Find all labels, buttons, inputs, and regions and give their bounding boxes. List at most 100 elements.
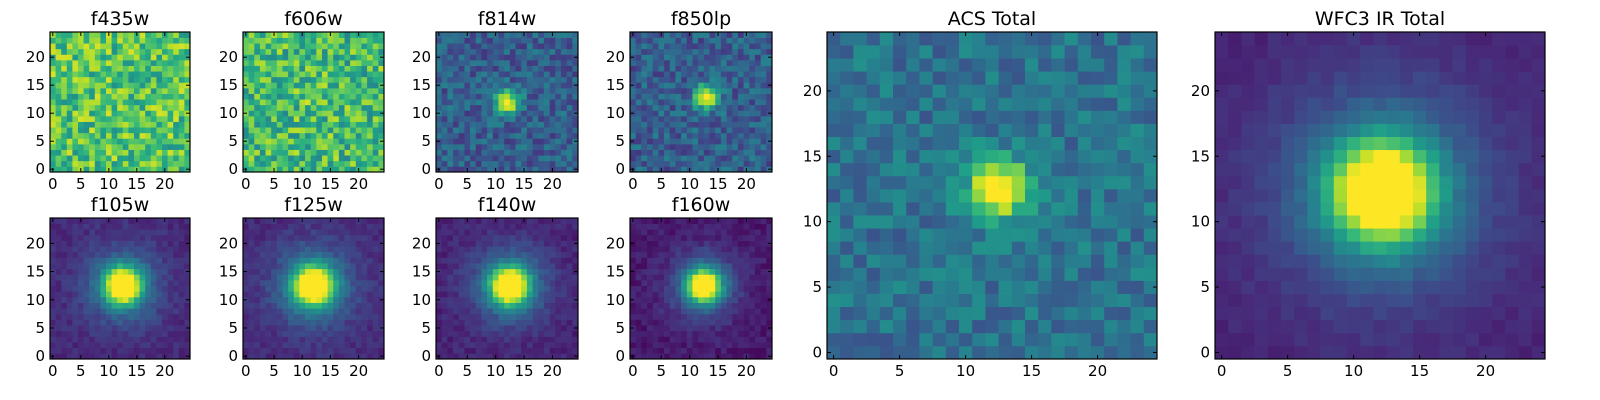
heatmap-cell: [458, 60, 465, 66]
heatmap-cell: [509, 263, 516, 270]
heatmap-cell: [305, 342, 312, 349]
heatmap-cell: [737, 285, 744, 292]
heatmap-cell: [743, 285, 750, 292]
heatmap-cell: [436, 155, 443, 162]
heatmap-cell: [630, 132, 637, 139]
heatmap-cell: [492, 325, 499, 332]
heatmap-cell: [316, 60, 323, 66]
heatmap-cell: [156, 263, 163, 270]
heatmap-cell: [111, 149, 118, 156]
heatmap-cell: [481, 43, 488, 50]
heatmap-cell: [333, 347, 340, 354]
heatmap-cell: [555, 116, 562, 122]
heatmap-cell: [560, 48, 567, 55]
heatmap-cell: [720, 330, 727, 337]
heatmap-cell: [498, 104, 505, 111]
heatmap-cell: [692, 347, 699, 354]
heatmap-cell: [72, 166, 79, 173]
heatmap-cell: [259, 325, 266, 332]
heatmap-cell: [737, 149, 744, 156]
heatmap-cell: [61, 155, 68, 162]
heatmap-cell: [681, 149, 688, 156]
heatmap-cell: [526, 37, 533, 44]
heatmap-cell: [515, 218, 522, 224]
heatmap-cell: [83, 229, 90, 236]
heatmap-cell: [664, 155, 671, 162]
heatmap-cell: [265, 60, 272, 66]
heatmap-cell: [464, 330, 471, 337]
heatmap-cell: [134, 104, 140, 111]
heatmap-cell: [293, 353, 300, 360]
heatmap-cell: [766, 99, 773, 106]
heatmap-cell: [698, 110, 705, 117]
heatmap-cell: [248, 71, 255, 78]
heatmap-cell: [470, 325, 477, 332]
heatmap-cell: [487, 274, 494, 281]
heatmap-cell: [111, 48, 118, 55]
heatmap-cell: [475, 160, 482, 167]
heatmap-cell: [481, 240, 488, 247]
heatmap-cell: [100, 99, 107, 106]
heatmap-cell: [532, 313, 539, 320]
heatmap-cell: [66, 121, 73, 128]
heatmap-cell: [333, 234, 340, 241]
heatmap-cell: [254, 138, 261, 145]
heatmap-cell: [372, 127, 379, 134]
heatmap-cell: [271, 43, 278, 50]
heatmap-cell: [543, 82, 550, 89]
heatmap-cell: [139, 336, 146, 343]
heatmap-cell: [72, 302, 79, 309]
heatmap-cell: [173, 313, 180, 320]
heatmap-cell: [470, 246, 477, 253]
heatmap-cell: [453, 330, 460, 337]
heatmap-cell: [350, 54, 357, 61]
heatmap-cell: [732, 302, 739, 309]
heatmap-cell: [538, 54, 545, 61]
heatmap-cell: [498, 296, 505, 303]
heatmap-cell: [737, 71, 744, 78]
heatmap-cell: [167, 32, 174, 38]
y-tick-label: 0: [228, 347, 238, 365]
heatmap-cell: [686, 308, 693, 315]
heatmap-cell: [538, 104, 545, 111]
heatmap-cell: [675, 280, 682, 287]
heatmap-cell: [100, 280, 107, 287]
heatmap-cell: [89, 71, 96, 78]
heatmap-cell: [720, 82, 727, 89]
heatmap-cells: [436, 218, 579, 360]
heatmap-cell: [94, 246, 101, 253]
heatmap-cell: [492, 342, 499, 349]
heatmap-cell: [310, 138, 317, 145]
heatmap-cell: [658, 99, 665, 106]
heatmap-cell: [715, 342, 722, 349]
heatmap-cell: [338, 336, 345, 343]
heatmap-cell: [100, 274, 107, 281]
heatmap-cell: [248, 37, 255, 44]
heatmap-cell: [310, 132, 317, 139]
heatmap-cell: [344, 88, 351, 94]
heatmap-cell: [692, 65, 699, 72]
heatmap-cell: [754, 285, 761, 292]
heatmap-cell: [453, 336, 460, 343]
heatmap-cell: [173, 166, 180, 173]
heatmap-cell: [293, 144, 300, 150]
heatmap-cell: [378, 302, 385, 309]
heatmap-cell: [134, 160, 140, 167]
heatmap-cell: [675, 116, 682, 122]
heatmap-cell: [526, 234, 533, 241]
heatmap-cell: [504, 93, 511, 100]
heatmap-cell: [299, 104, 306, 111]
heatmap-cell: [658, 274, 665, 281]
heatmap-cell: [167, 336, 174, 343]
heatmap-cell: [521, 268, 528, 275]
heatmap-cell: [248, 274, 255, 281]
heatmap-cell: [509, 88, 516, 94]
heatmap-cell: [749, 37, 756, 44]
heatmap-cell: [106, 296, 112, 303]
heatmap-cell: [122, 291, 129, 298]
heatmap-cell: [254, 347, 261, 354]
heatmap-cell: [150, 48, 157, 55]
heatmap-cell: [106, 280, 112, 287]
heatmap-cell: [453, 342, 460, 349]
heatmap-cell: [61, 246, 68, 253]
